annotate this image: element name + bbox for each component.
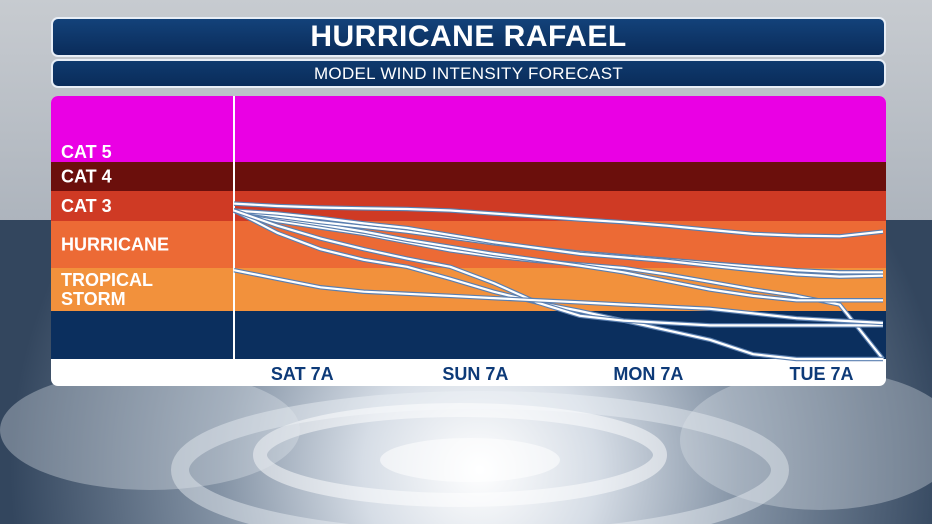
category-labels: CAT 5 CAT 4 CAT 3 HURRICANE TROPICAL STORM xyxy=(61,142,169,309)
model-line-8 xyxy=(233,269,884,325)
intensity-chart-panel: CAT 5 CAT 4 CAT 3 HURRICANE TROPICAL STORM SA… xyxy=(51,96,886,386)
band-cat5 xyxy=(51,96,886,162)
x-tick-label: SUN 7A xyxy=(442,364,508,384)
page-title: HURRICANE RAFAEL xyxy=(51,17,886,57)
model-line-6 xyxy=(233,209,883,361)
band-label-cat3: CAT 3 xyxy=(61,196,112,216)
x-tick-label: TUE 7A xyxy=(789,364,853,384)
category-bands xyxy=(51,96,886,359)
x-tick-label: SAT 7A xyxy=(271,364,334,384)
band-label-hurricane: HURRICANE xyxy=(61,235,169,255)
band-cat3 xyxy=(51,191,886,221)
model-line-5 xyxy=(233,209,884,278)
x-tick-label: MON 7A xyxy=(613,364,683,384)
band-label-cat4: CAT 4 xyxy=(61,167,112,187)
model-line-1 xyxy=(233,202,884,238)
intensity-chart: CAT 5 CAT 4 CAT 3 HURRICANE TROPICAL STORM SA… xyxy=(51,96,886,384)
model-line-3 xyxy=(233,209,883,302)
band-label-cat5: CAT 5 xyxy=(61,142,112,162)
model-lines xyxy=(232,201,885,362)
band-hurricane xyxy=(51,221,886,268)
page-subtitle: MODEL WIND INTENSITY FORECAST xyxy=(51,59,886,88)
band-label-tropical-storm: TROPICAL STORM xyxy=(61,270,153,309)
band-cat4 xyxy=(51,162,886,191)
model-line-7 xyxy=(233,209,883,327)
x-axis-ticks: SAT 7A SUN 7A MON 7A TUE 7A xyxy=(271,364,854,384)
band-depression xyxy=(51,311,886,359)
